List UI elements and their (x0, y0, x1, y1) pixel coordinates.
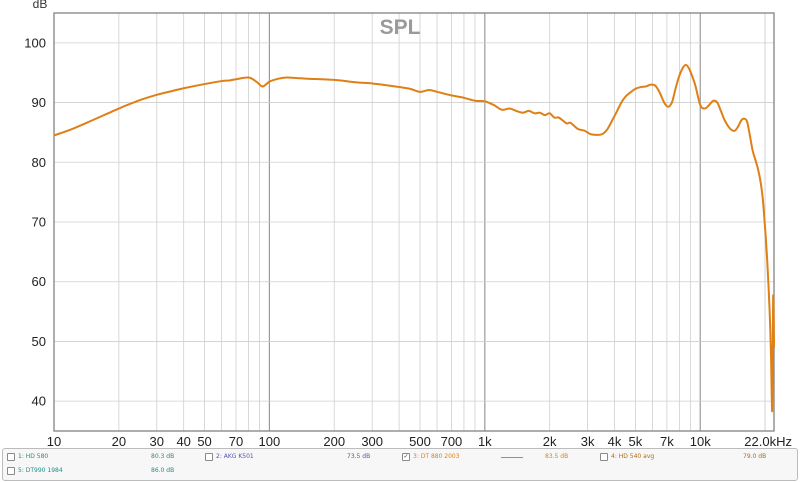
y-tick-label: 40 (32, 394, 46, 409)
legend-line-swatch (501, 457, 523, 458)
legend-label: 2: AKG K501 (216, 453, 254, 460)
legend-value: 80.3 dB (151, 453, 175, 460)
x-tick-label: 2k (543, 434, 557, 448)
y-tick-label: 90 (32, 95, 46, 110)
y-tick-label: 80 (32, 155, 46, 170)
legend-label: 5: DT990 1984 (18, 467, 63, 474)
x-tick-label: 22.0kHz (744, 434, 792, 448)
legend-label: 4: HD 540 avg (611, 453, 655, 460)
legend-label: 3: DT 880 2003 (413, 453, 460, 460)
x-tick-label: 100 (259, 434, 281, 448)
legend-value: 86.0 dB (151, 467, 175, 474)
x-tick-label: 5k (629, 434, 643, 448)
spl-chart: SPL dB 40 50 60 70 80 90 100 10 20 30 40 50 70 100 200 30… (24, 0, 792, 448)
legend-panel: 1: HD 580 80.3 dB 2: AKG K501 73.5 dB ✓ … (2, 448, 798, 481)
x-tick-label: 4k (608, 434, 622, 448)
legend-checkbox[interactable] (205, 453, 213, 461)
x-tick-label: 70 (229, 434, 243, 448)
legend-value: 83.5 dB (545, 453, 569, 460)
legend-checkbox[interactable] (7, 467, 15, 475)
x-tick-label: 30 (150, 434, 164, 448)
y-axis-label: dB (33, 0, 48, 11)
legend-checkbox[interactable]: ✓ (402, 453, 410, 461)
legend-value: 79.0 dB (743, 453, 767, 460)
x-tick-label: 7k (660, 434, 674, 448)
legend-checkbox[interactable] (7, 453, 15, 461)
plot-frame (53, 12, 775, 432)
x-tick-label: 20 (112, 434, 126, 448)
series-line-dt880 (53, 63, 775, 413)
legend-label: 1: HD 580 (18, 453, 49, 460)
x-tick-label: 10 (47, 434, 61, 448)
x-tick-label: 200 (323, 434, 345, 448)
x-tick-label: 1k (478, 434, 492, 448)
x-tick-label: 3k (581, 434, 595, 448)
y-tick-label: 100 (24, 35, 46, 50)
x-tick-label: 50 (197, 434, 211, 448)
x-tick-label: 40 (176, 434, 190, 448)
x-tick-label: 10k (690, 434, 711, 448)
legend-value: 73.5 dB (347, 453, 371, 460)
legend-checkbox[interactable] (600, 453, 608, 461)
y-tick-label: 60 (32, 274, 46, 289)
y-tick-label: 70 (32, 215, 46, 230)
y-tick-label: 50 (32, 334, 46, 349)
chart-title: SPL (380, 16, 421, 39)
x-tick-label: 700 (441, 434, 463, 448)
x-tick-label: 300 (361, 434, 383, 448)
x-tick-label: 500 (409, 434, 431, 448)
